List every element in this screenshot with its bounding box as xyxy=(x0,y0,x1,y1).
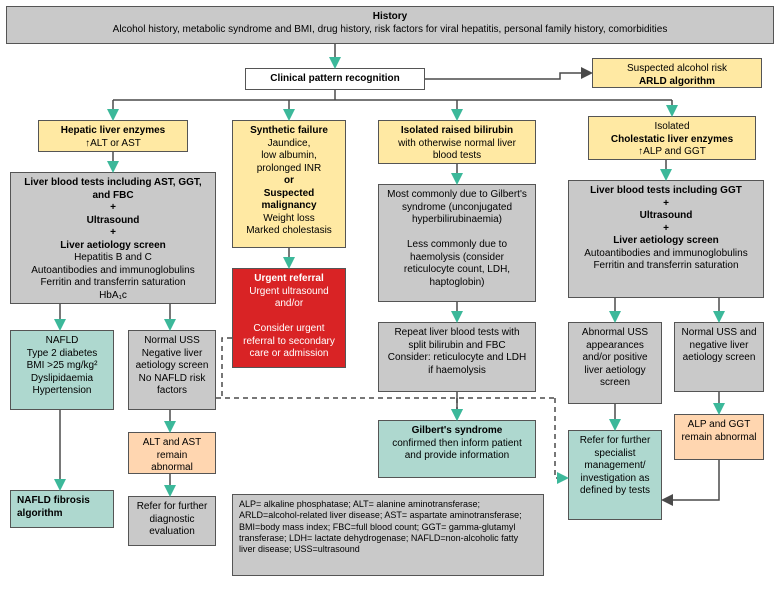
arld-box: Suspected alcohol risk ARLD algorithm xyxy=(592,58,762,88)
ct-p1: + xyxy=(663,198,669,209)
hepatic-l1: Hepatic liver enzymes xyxy=(61,125,166,136)
history-body: Alcohol history, metabolic syndrome and … xyxy=(113,24,668,35)
chol-l0: Isolated xyxy=(654,121,689,132)
nr-l3: BMI >25 mg/kg² xyxy=(27,360,98,371)
syn-or: or xyxy=(284,175,294,186)
rs: Refer for further specialist management/… xyxy=(580,435,651,496)
urgent-box: Urgent referral Urgent ultrasound and/or… xyxy=(232,268,346,368)
ht-l2: Ultrasound xyxy=(87,215,140,226)
gm-l2: Less commonly due to haemolysis (conside… xyxy=(404,239,510,288)
ct-b2: Ferritin and transferrin saturation xyxy=(593,260,738,271)
refer-spec-box: Refer for further specialist management/… xyxy=(568,430,662,520)
gilbert-most-box: Most commonly due to Gilbert's syndrome … xyxy=(378,184,536,302)
norm-uss-neg-box: Normal USS and negative liver aetiology … xyxy=(674,322,764,392)
rd: Refer for further diagnostic evaluation xyxy=(137,501,208,537)
hepatic-l2: ↑ALT or AST xyxy=(85,138,141,149)
syn-t1: Synthetic failure xyxy=(250,125,328,136)
abn-uss-box: Abnormal USS appearances and/or positive… xyxy=(568,322,662,404)
aga: ALP and GGT remain abnormal xyxy=(681,419,756,443)
syn-b3: prolonged INR xyxy=(257,163,321,174)
ht-l1: Liver blood tests including AST, GGT, an… xyxy=(24,177,201,201)
abbrev-box: ALP= alkaline phosphatase; ALT= alanine … xyxy=(232,494,544,576)
cpr-label: Clinical pattern recognition xyxy=(270,73,399,84)
au: Abnormal USS appearances and/or positive… xyxy=(582,327,648,388)
ct-p2: + xyxy=(663,223,669,234)
hepatic-tests-box: Liver blood tests including AST, GGT, an… xyxy=(10,172,216,304)
arld-l1: Suspected alcohol risk xyxy=(627,63,727,74)
bilirubin-box: Isolated raised bilirubin with otherwise… xyxy=(378,120,536,164)
ht-p1: + xyxy=(110,202,116,213)
alt-ast-abn-box: ALT and AST remain abnormal xyxy=(128,432,216,474)
refer-diag-box: Refer for further diagnostic evaluation xyxy=(128,496,216,546)
nu-l2: Negative liver aetiology screen xyxy=(136,348,209,372)
nu-l3: No NAFLD risk factors xyxy=(139,373,206,397)
ht-b3: Ferritin and transferrin saturation xyxy=(40,277,185,288)
nr-l1: NAFLD xyxy=(46,335,79,346)
syn-t2: Suspected malignancy xyxy=(261,188,316,212)
ht-b2: Autoantibodies and immunoglobulins xyxy=(31,265,194,276)
synthetic-box: Synthetic failure Jaundice, low albumin,… xyxy=(232,120,346,248)
ht-b4: HbA₁c xyxy=(99,290,127,301)
syn-b5: Marked cholestasis xyxy=(246,225,332,236)
aaa: ALT and AST remain abnormal xyxy=(143,437,202,473)
gr-l2: Consider: reticulocyte and LDH if haemol… xyxy=(388,352,526,376)
nr-l4: Dyslipidaemia xyxy=(31,373,93,384)
cpr-box: Clinical pattern recognition xyxy=(245,68,425,90)
ct-l2: Ultrasound xyxy=(640,210,693,221)
bil-b: with otherwise normal liver blood tests xyxy=(398,138,516,162)
history-box: History Alcohol history, metabolic syndr… xyxy=(6,6,774,44)
ht-p2: + xyxy=(110,227,116,238)
history-title: History xyxy=(373,11,407,22)
urg-b1: Urgent ultrasound and/or xyxy=(249,286,329,310)
gilbert-repeat-box: Repeat liver blood tests with split bili… xyxy=(378,322,536,392)
ht-l3: Liver aetiology screen xyxy=(60,240,166,251)
syn-b4: Weight loss xyxy=(263,213,315,224)
nafld-algo-box: NAFLD fibrosis algorithm xyxy=(10,490,114,528)
chol-tests-box: Liver blood tests including GGT + Ultras… xyxy=(568,180,764,298)
ct-l1: Liver blood tests including GGT xyxy=(590,185,742,196)
syn-b2: low albumin, xyxy=(261,150,317,161)
ct-l3: Liver aetiology screen xyxy=(613,235,719,246)
nu-l1: Normal USS xyxy=(144,335,200,346)
normal-uss-box: Normal USS Negative liver aetiology scre… xyxy=(128,330,216,410)
nun: Normal USS and negative liver aetiology … xyxy=(681,327,756,363)
nr-l2: Type 2 diabetes xyxy=(27,348,98,359)
arld-l2: ARLD algorithm xyxy=(639,76,715,87)
bil-t: Isolated raised bilirubin xyxy=(401,125,513,136)
gc-b: confirmed then inform patient and provid… xyxy=(392,438,522,462)
ht-b1: Hepatitis B and C xyxy=(74,252,152,263)
ct-b1: Autoantibodies and immunoglobulins xyxy=(584,248,747,259)
gc-t: Gilbert's syndrome xyxy=(412,425,503,436)
chol-l2: ↑ALP and GGT xyxy=(638,146,706,157)
na: NAFLD fibrosis algorithm xyxy=(17,495,90,519)
gm-l1: Most commonly due to Gilbert's syndrome … xyxy=(387,189,527,225)
chol-l1: Cholestatic liver enzymes xyxy=(611,134,733,145)
hepatic-box: Hepatic liver enzymes ↑ALT or AST xyxy=(38,120,188,152)
syn-b1: Jaundice, xyxy=(268,138,311,149)
ab: ALP= alkaline phosphatase; ALT= alanine … xyxy=(239,499,522,554)
nr-l5: Hypertension xyxy=(33,385,92,396)
gr-l1: Repeat liver blood tests with split bili… xyxy=(394,327,519,351)
cholestatic-box: Isolated Cholestatic liver enzymes ↑ALP … xyxy=(588,116,756,160)
urg-b2: Consider urgent referral to secondary ca… xyxy=(243,323,335,359)
alp-ggt-abn-box: ALP and GGT remain abnormal xyxy=(674,414,764,460)
gilbert-conf-box: Gilbert's syndrome confirmed then inform… xyxy=(378,420,536,478)
nafld-risk-box: NAFLD Type 2 diabetes BMI >25 mg/kg² Dys… xyxy=(10,330,114,410)
urg-t: Urgent referral xyxy=(254,273,323,284)
